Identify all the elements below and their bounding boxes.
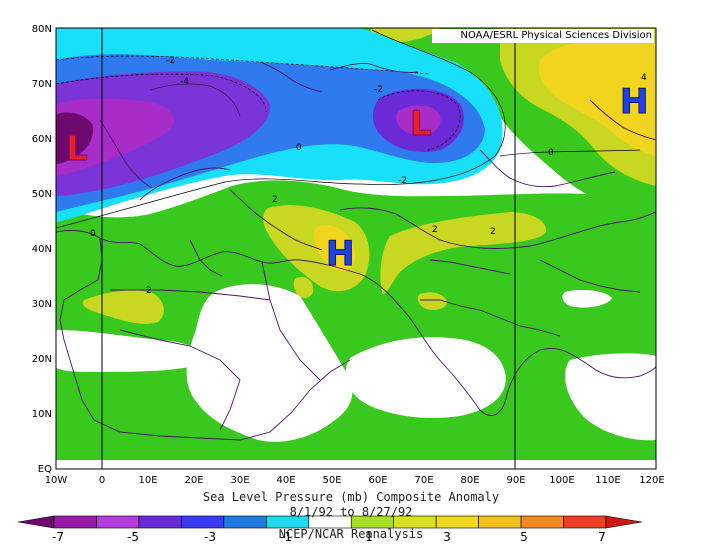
yellow-green-patch-sahara	[82, 290, 164, 324]
colorbar-swatch	[605, 515, 643, 529]
lon-label: 80E	[460, 475, 479, 486]
lon-label: 40E	[276, 475, 295, 486]
lon-label: 120E	[639, 475, 664, 486]
contour-label: 2	[146, 286, 152, 296]
lat-label: 80N	[32, 24, 52, 35]
lon-label: 100E	[549, 475, 574, 486]
lat-label: 50N	[32, 189, 52, 200]
contour-label: 0	[548, 148, 554, 158]
colorbar-label: -1	[280, 530, 292, 544]
contour-lines	[56, 29, 641, 229]
colorbar	[17, 515, 643, 529]
credit-label: NOAA/ESRL Physical Sciences Division	[432, 29, 654, 43]
colorbar-label: 1	[365, 530, 373, 544]
neutral-area-se	[565, 353, 656, 441]
colorbar-label: -5	[127, 530, 139, 544]
lat-label: 70N	[32, 79, 52, 90]
contour-label: 2	[432, 225, 438, 235]
coastlines	[56, 61, 656, 441]
low-pressure-center: L	[410, 104, 432, 144]
high-pressure-center: H	[620, 82, 648, 122]
lon-label: 90E	[506, 475, 525, 486]
lon-label: 10W	[45, 475, 68, 486]
contour-label: 2	[490, 227, 496, 237]
contour-label: -4	[180, 77, 189, 87]
contour-label: -2	[166, 56, 175, 66]
yellow-high-northeast	[538, 38, 656, 156]
contour-label-group: -2 -4 -2 -2 0 0 0 2 2 2 2 4	[90, 56, 647, 296]
colorbar-label: 3	[443, 530, 451, 544]
lat-label: 10N	[32, 409, 52, 420]
lon-label: 50E	[322, 475, 341, 486]
lon-label: 70E	[414, 475, 433, 486]
lat-label: 20N	[32, 354, 52, 365]
negative-anomaly-deep	[56, 112, 94, 164]
map-title: Sea Level Pressure (mb) Composite Anomal…	[202, 490, 500, 504]
lon-label: 0	[99, 475, 105, 486]
neutral-area-south	[56, 460, 656, 469]
colorbar-label: 5	[520, 530, 528, 544]
contour-label: 4	[641, 73, 647, 83]
lon-label: 10E	[138, 475, 157, 486]
anomaly-field	[56, 28, 656, 469]
contour-label: -2	[398, 176, 407, 186]
lon-label: 30E	[230, 475, 249, 486]
lon-label: 60E	[368, 475, 387, 486]
neutral-area-east	[345, 337, 506, 419]
yellow-green-patch-iran	[417, 292, 447, 310]
colorbar-label: 7	[598, 530, 606, 544]
lat-label: 40N	[32, 244, 52, 255]
lat-label: EQ	[38, 464, 52, 475]
low-pressure-center: L	[66, 129, 88, 169]
pressure-centers: L L H H	[66, 82, 649, 275]
yellow-green-patch-arabia	[293, 276, 314, 298]
yellow-green-patch-central-asia	[380, 212, 547, 294]
contour-label: 0	[296, 143, 302, 153]
negative-anomaly-purple-east	[396, 105, 441, 136]
map-frame	[55, 27, 657, 470]
contour-label: 2	[272, 195, 278, 205]
yellow-patch-caucasus	[313, 225, 356, 272]
colorbar-labels: -7 -5 -3 -1 1 3 5 7	[52, 530, 606, 544]
latitude-labels: 80N 70N 60N 50N 40N 30N 20N 10N EQ	[32, 24, 52, 475]
date-range: 8/1/92 to 8/27/92	[289, 505, 413, 519]
high-pressure-center: H	[326, 234, 354, 274]
colorbar-label: -3	[204, 530, 216, 544]
contour-label: -2	[374, 85, 383, 95]
data-source: NCEP/NCAR Reanalysis	[278, 527, 424, 541]
lon-label: 110E	[595, 475, 620, 486]
neutral-area-se2	[562, 290, 612, 308]
lat-label: 60N	[32, 134, 52, 145]
neutral-area-africa	[186, 284, 353, 442]
contour-label: 0	[90, 229, 96, 239]
longitude-labels: 10W 0 10E 20E 30E 40E 50E 60E 70E 80E 90…	[45, 475, 665, 486]
lon-label: 20E	[184, 475, 203, 486]
colorbar-label: -7	[52, 530, 64, 544]
lat-label: 30N	[32, 299, 52, 310]
